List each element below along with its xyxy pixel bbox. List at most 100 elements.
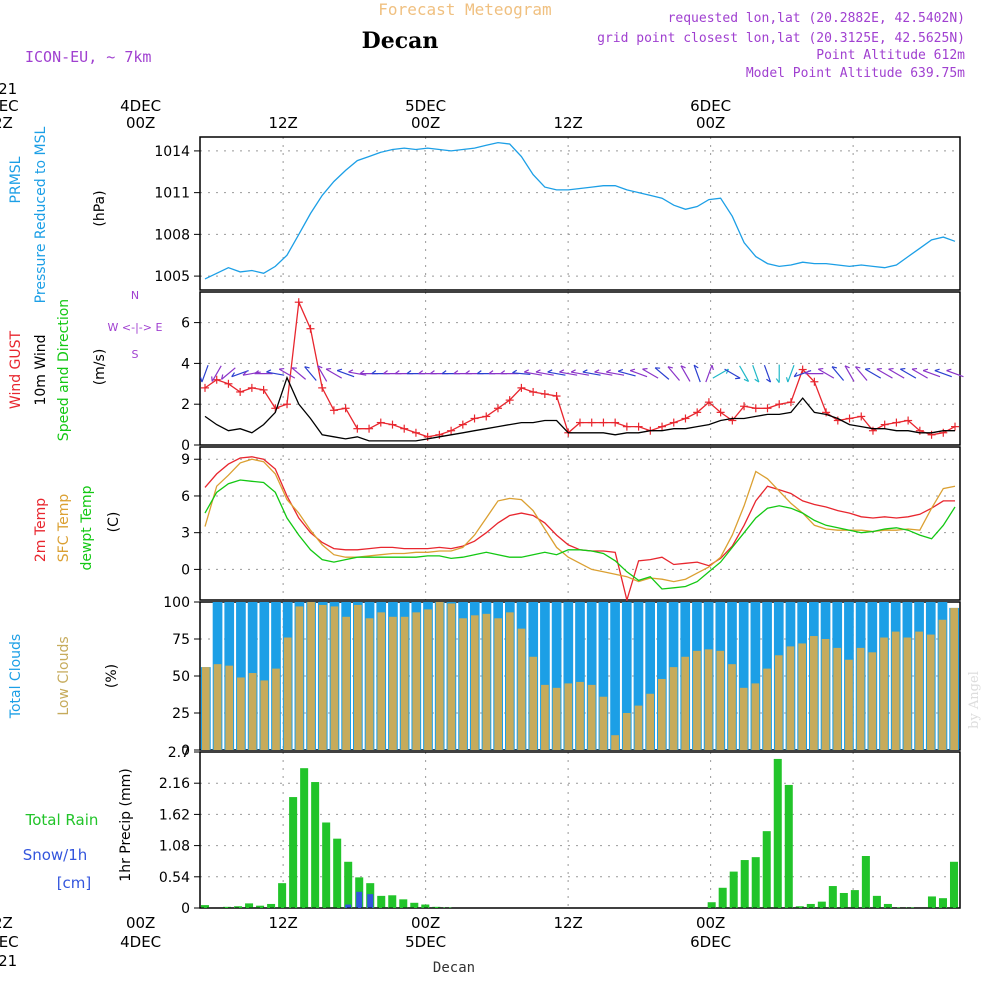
total-cloud-bar	[621, 602, 632, 750]
rain-bar	[256, 905, 265, 908]
gust-marker	[318, 383, 327, 392]
wind-barb	[844, 365, 855, 382]
wind-barb	[559, 369, 578, 376]
y-tick-label-3: 1014	[154, 144, 190, 160]
axis-titles: PRMSL Pressure Reduced to MSL (hPa) Wind GU…	[8, 126, 162, 892]
rain-bar	[839, 892, 848, 908]
snow-bar	[345, 904, 352, 908]
gust-marker	[576, 418, 584, 427]
temp-unit: (C)	[106, 512, 122, 533]
snow-bar	[356, 891, 363, 908]
rain-bar	[707, 902, 716, 908]
time-label-top: 00Z	[126, 114, 155, 132]
rain-bar	[267, 903, 276, 908]
header: Forecast Meteogram Decan ICON-EU, ~ 7km …	[25, 0, 965, 81]
wind-barb-head	[818, 367, 824, 370]
wind-barb	[888, 367, 905, 379]
wind-barb-head	[606, 369, 612, 373]
wind-barb	[336, 368, 355, 378]
wind-barb-head	[805, 370, 810, 375]
wind-barb-shaft	[629, 369, 648, 378]
wind-barb-head	[317, 365, 323, 369]
total-cloud-bar	[575, 602, 585, 750]
wind-barb-shaft	[211, 365, 222, 382]
gust-marker	[939, 428, 948, 437]
y-tick-label-1: 3	[181, 526, 190, 542]
low-cloud-bar	[283, 637, 292, 750]
time-label-top: 00Z	[696, 114, 725, 132]
watermark: by Angel	[967, 671, 982, 729]
wind-barb-shaft	[618, 370, 636, 377]
gust-marker	[400, 424, 409, 433]
low-cloud-bar	[365, 618, 374, 750]
low-cloud-bar	[470, 615, 479, 750]
low-cloud-bar	[295, 606, 304, 750]
gust-marker	[470, 414, 479, 423]
model-altitude: Model Point Altitude 639.75m	[746, 66, 965, 81]
gust-marker	[634, 422, 643, 431]
total-cloud-bar	[551, 602, 562, 750]
y-tick-label-3: 9	[181, 452, 190, 468]
rain-bar	[927, 896, 936, 908]
wind-barb	[348, 369, 367, 376]
wind-barb	[805, 370, 824, 375]
y-tick-label-0: 1005	[154, 269, 190, 285]
low-cloud-bar	[529, 656, 538, 750]
gust-marker	[740, 402, 749, 411]
wind-unit: (m/s)	[92, 349, 108, 386]
gust-marker	[353, 424, 362, 433]
gust-marker	[447, 426, 456, 435]
wind-barb	[680, 365, 691, 382]
total-cloud-bar	[657, 602, 667, 750]
rain-bar	[223, 906, 232, 908]
gust-marker	[493, 404, 502, 413]
gust-title: Wind GUST	[8, 330, 24, 409]
wind-barb-head	[754, 378, 760, 383]
rain-bar	[894, 907, 903, 908]
y-tick-label-0: 0	[181, 743, 190, 759]
y-tick-label-0: 0	[181, 901, 190, 917]
compass-n: N	[131, 289, 139, 302]
wind-barb-shaft	[680, 365, 691, 382]
gust-marker	[201, 383, 209, 392]
wind-barb-head	[775, 378, 780, 383]
time-label-top: 3DEC	[0, 97, 19, 115]
gust-marker	[599, 418, 608, 427]
wind-barb-shaft	[844, 365, 855, 382]
total-cloud-bar	[563, 602, 574, 750]
wind-barb-head	[582, 369, 588, 373]
wind-barb-head	[594, 369, 600, 373]
model-label: ICON-EU, ~ 7km	[25, 48, 151, 66]
wind-barb-head	[855, 366, 861, 369]
low-cloud-bar	[248, 673, 257, 750]
wind-barb	[705, 364, 714, 383]
wind-barb	[242, 371, 261, 376]
wind-barb	[304, 366, 317, 381]
wind-barb	[922, 368, 941, 378]
time-label-top: 4DEC	[120, 97, 161, 115]
wind-barb	[934, 368, 952, 378]
rain-bar	[795, 906, 804, 908]
time-label-top: 6DEC	[690, 97, 731, 115]
wind-barb	[817, 367, 835, 379]
temp-sfc-title: SFC Temp	[56, 494, 72, 563]
wind-barb	[667, 366, 680, 381]
y-tick-label-1: 25	[172, 706, 190, 722]
panel-4: 0 25 50 75 100	[163, 595, 961, 759]
wind-dir-title: Speed and Direction	[56, 299, 72, 441]
gust-marker	[283, 400, 292, 409]
low-cloud-title: Low Clouds	[56, 636, 72, 715]
wind-barb-shaft	[922, 369, 941, 378]
gust-marker	[341, 404, 350, 413]
y-tick-label-3: 75	[172, 632, 190, 648]
low-cloud-bar	[202, 667, 210, 750]
wind-barb-shaft	[348, 371, 367, 376]
time-label-top: 00Z	[411, 114, 440, 132]
rain-bar	[421, 904, 430, 908]
wind-barb-shaft	[547, 371, 566, 376]
wind-barb-head	[488, 370, 494, 375]
wind-barb-shaft	[900, 368, 917, 379]
gust-marker	[693, 408, 702, 417]
time-label-bottom: 4DEC	[120, 933, 161, 951]
